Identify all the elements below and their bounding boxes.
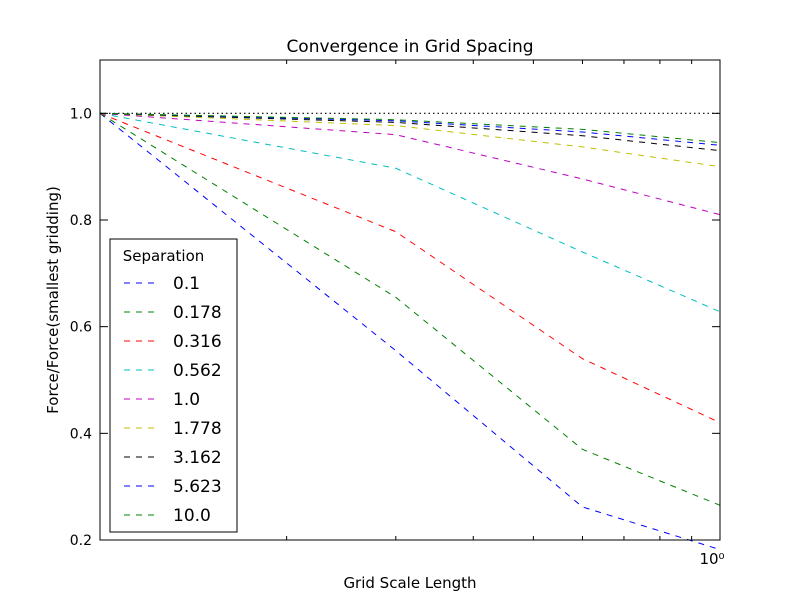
legend-label-0.178: 0.178 bbox=[173, 303, 222, 323]
legend-box bbox=[109, 238, 238, 533]
series-line-0.178 bbox=[99, 112, 721, 506]
legend-label-0.562: 0.562 bbox=[173, 361, 222, 381]
legend-label-1.778: 1.778 bbox=[173, 419, 222, 439]
legend-title: Separation bbox=[123, 247, 205, 265]
legend-label-0.316: 0.316 bbox=[173, 332, 222, 352]
series-line-0.316 bbox=[99, 112, 721, 424]
series-line-3.162 bbox=[99, 112, 721, 152]
y-tick-label: 0.6 bbox=[70, 320, 92, 336]
y-tick-label: 0.4 bbox=[70, 426, 92, 442]
plot-frame bbox=[99, 59, 721, 541]
axes: 0.2 0.4 0.6 0.8 1.0 10⁰ bbox=[70, 59, 725, 568]
legend-label-0.1: 0.1 bbox=[173, 274, 200, 294]
series-line-1.0 bbox=[99, 112, 721, 216]
y-axis-label: Force/Force(smallest gridding) bbox=[44, 186, 62, 414]
legend-label-10.0: 10.0 bbox=[173, 506, 211, 526]
legend-label-5.623: 5.623 bbox=[173, 477, 222, 497]
series-line-0.562 bbox=[99, 112, 721, 313]
plot-area bbox=[99, 112, 721, 551]
series-line-5.623 bbox=[99, 112, 721, 146]
y-tick-label: 1.0 bbox=[70, 106, 92, 122]
x-tick-label: 10⁰ bbox=[699, 550, 724, 568]
x-axis-label: Grid Scale Length bbox=[343, 574, 476, 592]
y-tick-label: 0.8 bbox=[70, 213, 92, 229]
legend: Separation 0.1 0.178 0.316 0.562 1.0 1.778 3.16… bbox=[109, 238, 238, 533]
legend-label-1.0: 1.0 bbox=[173, 390, 200, 410]
series-line-10.0 bbox=[99, 112, 721, 144]
legend-label-3.162: 3.162 bbox=[173, 448, 222, 468]
y-tick-label: 0.2 bbox=[70, 533, 92, 549]
series-line-1.778 bbox=[99, 112, 721, 168]
chart-title: Convergence in Grid Spacing bbox=[286, 37, 533, 57]
